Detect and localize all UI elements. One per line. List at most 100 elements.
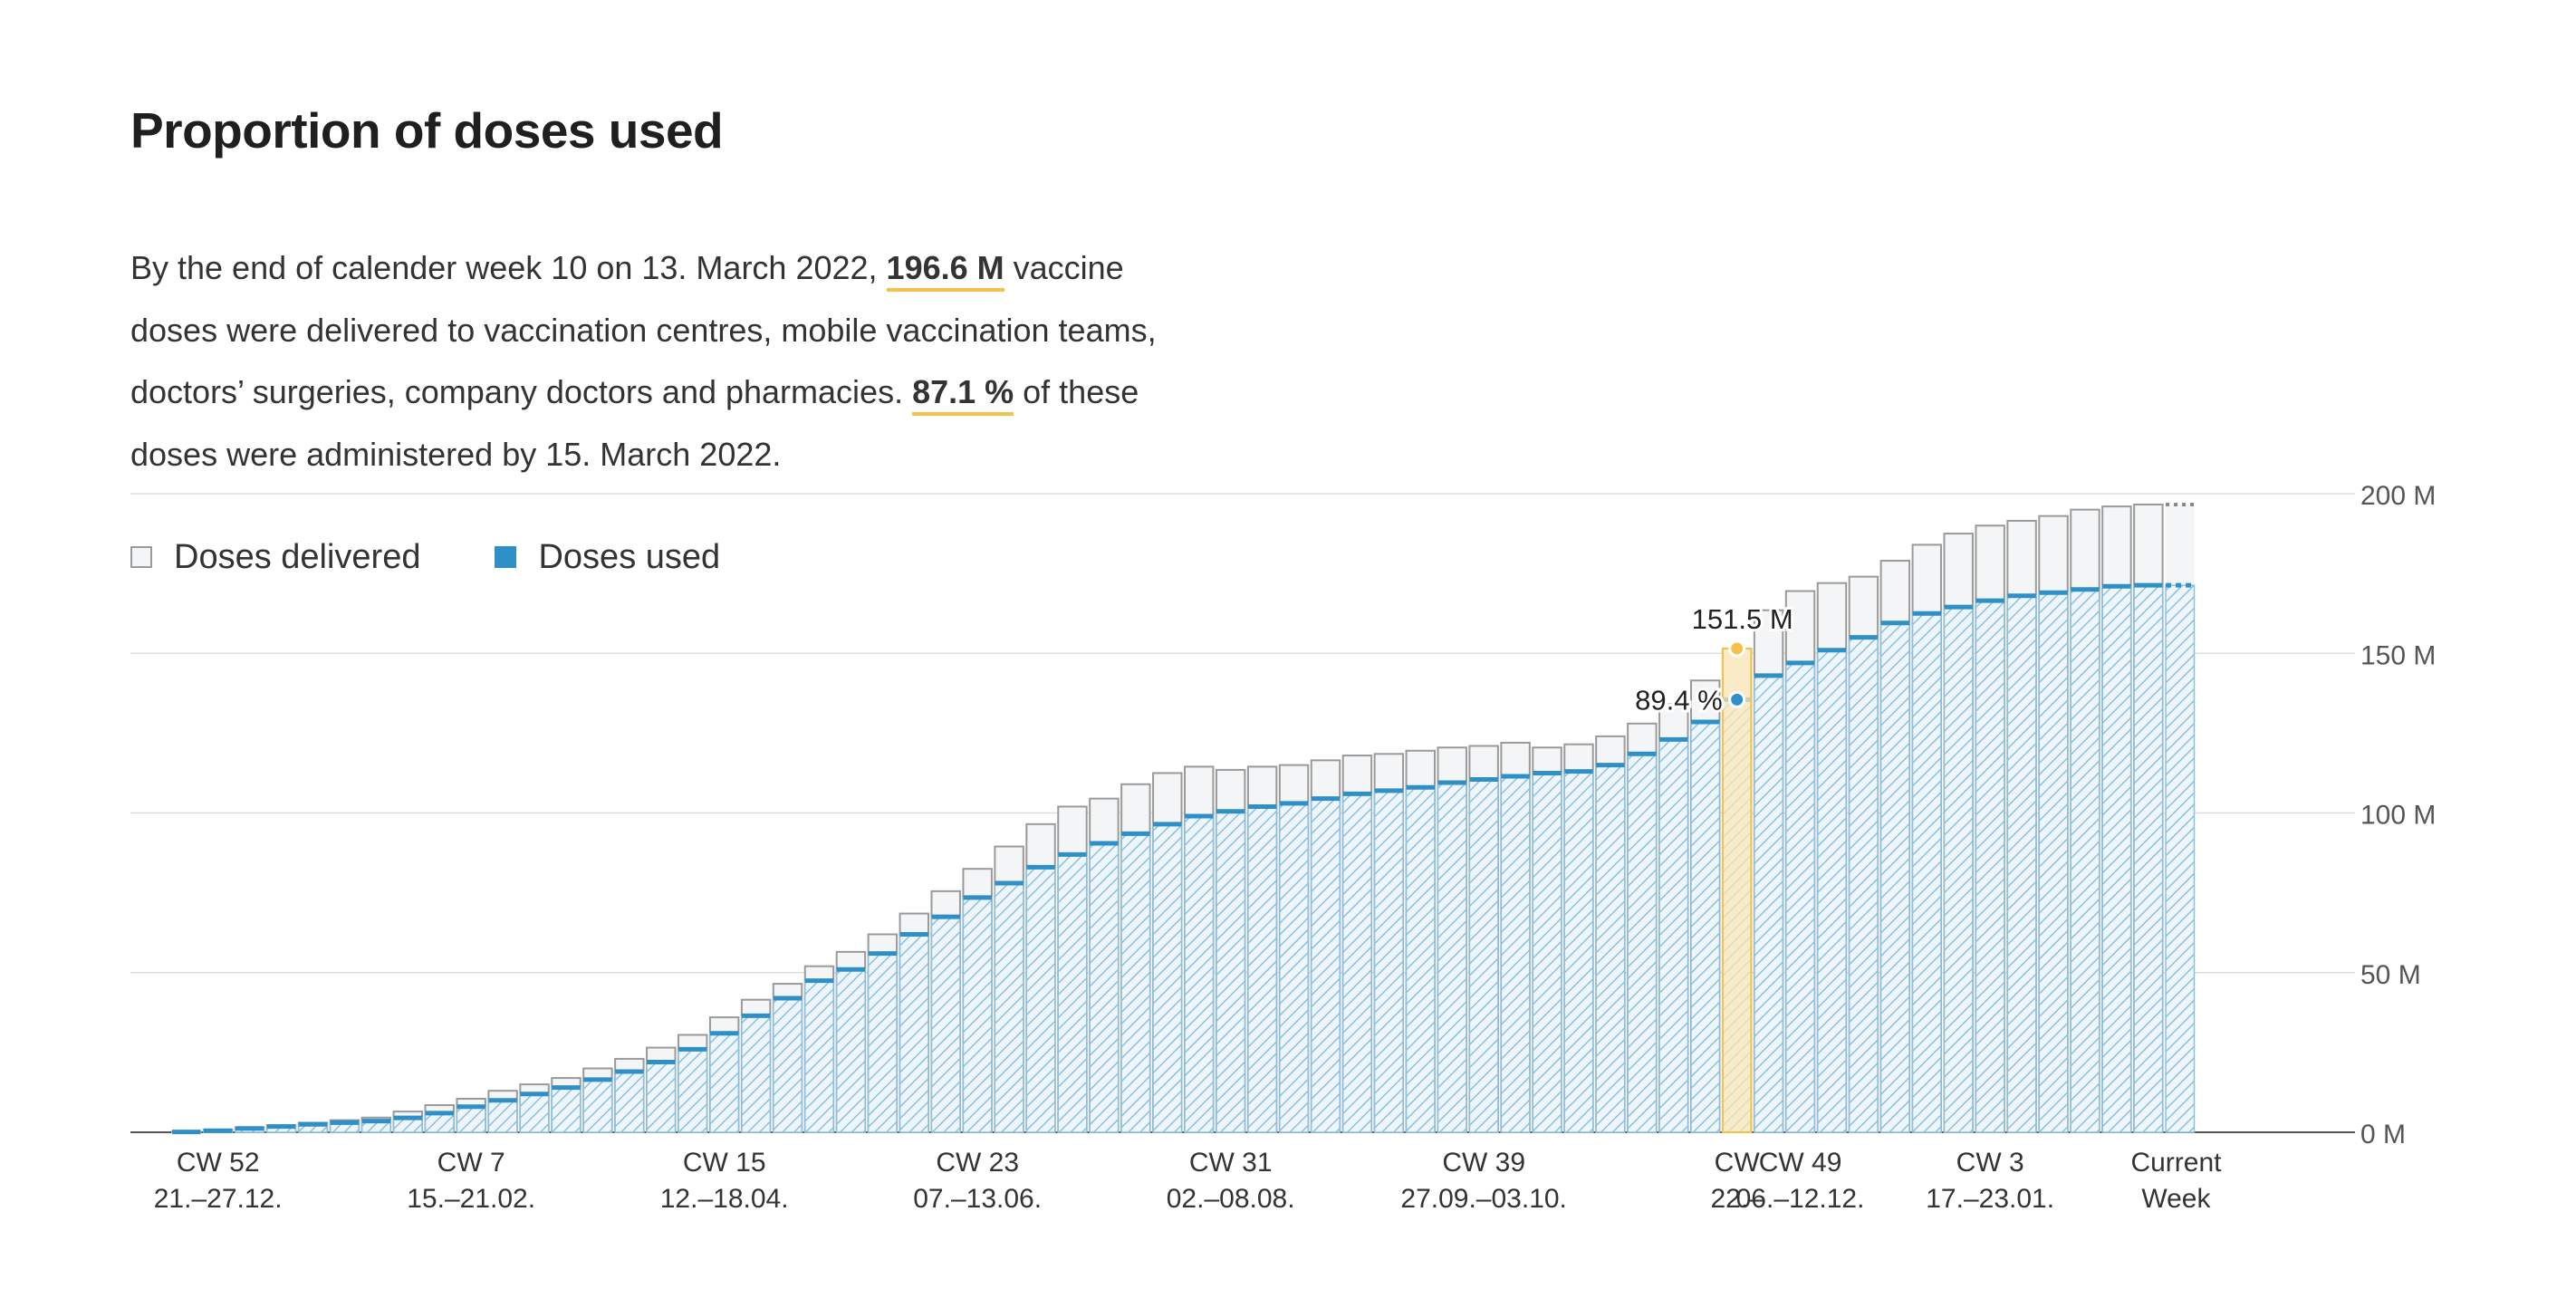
bar-used-15[interactable] xyxy=(646,1061,677,1133)
x-tick-label-8: CW 3 xyxy=(1956,1148,2024,1178)
bar-used-24[interactable] xyxy=(930,916,961,1133)
bar-used-35[interactable] xyxy=(1279,803,1310,1133)
bar-used-38[interactable] xyxy=(1373,790,1404,1133)
legend-label-delivered: Doses delivered xyxy=(174,537,421,576)
bar-used-22[interactable] xyxy=(867,952,898,1133)
bar-used-29[interactable] xyxy=(1089,842,1120,1133)
highlight-used-dot xyxy=(1728,690,1746,708)
bar-used-45[interactable] xyxy=(1595,764,1626,1133)
bar-used-57[interactable] xyxy=(1975,600,2005,1133)
x-tick-sublabel-9: Week xyxy=(2141,1184,2211,1214)
bar-used-55[interactable] xyxy=(1911,612,1942,1133)
legend-swatch-used xyxy=(495,546,517,568)
x-tick-label-5: CW 39 xyxy=(1442,1148,1525,1178)
bar-used-59[interactable] xyxy=(2038,591,2069,1133)
bar-used-21[interactable] xyxy=(835,968,866,1133)
legend-item-used[interactable]: Doses used xyxy=(495,538,720,577)
bar-used-62[interactable] xyxy=(2133,584,2164,1133)
bar-used-32[interactable] xyxy=(1184,815,1215,1133)
x-tick-sublabel-6: 22.– xyxy=(1710,1184,1764,1214)
legend-swatch-delivered xyxy=(130,546,152,568)
bar-used-43[interactable] xyxy=(1532,772,1562,1133)
x-tick-sublabel-5: 27.09.–03.10. xyxy=(1400,1184,1567,1214)
legend-item-delivered[interactable]: Doses delivered xyxy=(130,538,420,577)
bar-used-52[interactable] xyxy=(1817,649,1847,1133)
bar-used-11[interactable] xyxy=(519,1092,550,1133)
bar-used-12[interactable] xyxy=(551,1086,582,1133)
bar-used-40[interactable] xyxy=(1437,782,1467,1133)
bar-used-47[interactable] xyxy=(1658,738,1689,1133)
bar-used-28[interactable] xyxy=(1057,853,1088,1133)
x-tick-label-7: CW 49 xyxy=(1759,1148,1842,1178)
chart-axes: CW 52 21.–27.12. CW 7 15.–21.02. CW 15 12.–18… xyxy=(154,1148,2222,1214)
bar-used-14[interactable] xyxy=(614,1071,645,1133)
delivered-total-highlight: 196.6 M xyxy=(886,249,1004,292)
bar-used-8[interactable] xyxy=(424,1112,455,1133)
bar-used-16[interactable] xyxy=(678,1048,708,1133)
highlight-delivered-label: 151.5 M xyxy=(1692,603,1793,635)
bar-used-31[interactable] xyxy=(1152,823,1183,1133)
bar-used-36[interactable] xyxy=(1311,797,1341,1133)
x-tick-sublabel-4: 02.–08.08. xyxy=(1167,1184,1295,1214)
bar-used-33[interactable] xyxy=(1216,810,1246,1133)
bar-used-20[interactable] xyxy=(804,979,834,1133)
bar-used-56[interactable] xyxy=(1943,606,1974,1133)
bar-used-50[interactable] xyxy=(1754,675,1784,1133)
x-tick-label-2: CW 15 xyxy=(683,1148,766,1178)
bar-used-13[interactable] xyxy=(582,1079,613,1133)
bar-used-54[interactable] xyxy=(1879,622,1910,1133)
x-tick-sublabel-0: 21.–27.12. xyxy=(154,1184,283,1214)
bar-used-58[interactable] xyxy=(2006,595,2037,1133)
bar-used-18[interactable] xyxy=(741,1015,772,1133)
bar-used-51[interactable] xyxy=(1785,662,1816,1133)
bar-used-17[interactable] xyxy=(709,1032,740,1133)
legend-label-used: Doses used xyxy=(538,537,721,576)
x-tick-sublabel-7: 06.–12.12. xyxy=(1736,1184,1865,1214)
bar-used-19[interactable] xyxy=(773,997,803,1133)
x-tick-label-3: CW 23 xyxy=(936,1148,1019,1178)
bar-used-48[interactable] xyxy=(1690,721,1721,1133)
bar-used-27[interactable] xyxy=(1025,866,1056,1133)
x-tick-label-6: CW xyxy=(1715,1148,1761,1178)
intro-text-2: vaccine doses were delivered to vaccinat… xyxy=(130,249,1157,410)
x-tick-label-0: CW 52 xyxy=(177,1148,260,1178)
y-tick-label-3: 150 M xyxy=(2360,640,2436,670)
bar-used-30[interactable] xyxy=(1120,832,1151,1133)
x-tick-sublabel-8: 17.–23.01. xyxy=(1926,1184,2054,1214)
bar-used-26[interactable] xyxy=(994,882,1024,1133)
bar-used-25[interactable] xyxy=(962,897,993,1133)
highlight-used-pct-label: 89.4 % xyxy=(1635,684,1723,716)
intro-paragraph: By the end of calender week 10 on 13. Ma… xyxy=(130,237,1217,486)
page-title: Proportion of doses used xyxy=(130,102,724,159)
y-tick-label-0: 0 M xyxy=(2360,1120,2406,1149)
bar-used-39[interactable] xyxy=(1405,786,1436,1133)
bar-used-37[interactable] xyxy=(1341,793,1372,1133)
y-tick-label-1: 50 M xyxy=(2360,960,2421,990)
bar-used-23[interactable] xyxy=(899,933,929,1133)
bar-used-10[interactable] xyxy=(487,1100,518,1133)
x-tick-label-4: CW 31 xyxy=(1189,1148,1273,1178)
bar-used-44[interactable] xyxy=(1563,770,1594,1133)
x-tick-sublabel-1: 15.–21.02. xyxy=(407,1184,535,1214)
bar-used-46[interactable] xyxy=(1627,753,1658,1133)
bar-used-60[interactable] xyxy=(2070,589,2100,1133)
x-tick-sublabel-2: 12.–18.04. xyxy=(660,1184,789,1214)
bar-used-34[interactable] xyxy=(1247,805,1278,1133)
y-tick-label-2: 100 M xyxy=(2360,801,2436,831)
chart-highlight[interactable]: 151.5 M 89.4 % xyxy=(1632,601,1796,1133)
chart-legend: Doses delivered Doses used xyxy=(130,528,794,586)
x-tick-sublabel-3: 07.–13.06. xyxy=(913,1184,1042,1214)
chart-bars xyxy=(171,502,2198,1135)
bar-used-53[interactable] xyxy=(1848,636,1879,1133)
bar-used-9[interactable] xyxy=(456,1106,486,1133)
x-tick-label-1: CW 7 xyxy=(437,1148,505,1178)
highlight-bar[interactable] xyxy=(1721,647,1753,1133)
bar-used-63[interactable] xyxy=(2165,584,2196,1133)
intro-text-3: of these doses were administered by 15. … xyxy=(130,373,1139,473)
intro-text-1: By the end of calender week 10 on 13. Ma… xyxy=(130,249,887,286)
bar-used-42[interactable] xyxy=(1500,775,1531,1133)
used-share-highlight: 87.1 % xyxy=(912,373,1014,416)
bar-used-41[interactable] xyxy=(1468,778,1499,1133)
bar-used-61[interactable] xyxy=(2101,585,2132,1133)
